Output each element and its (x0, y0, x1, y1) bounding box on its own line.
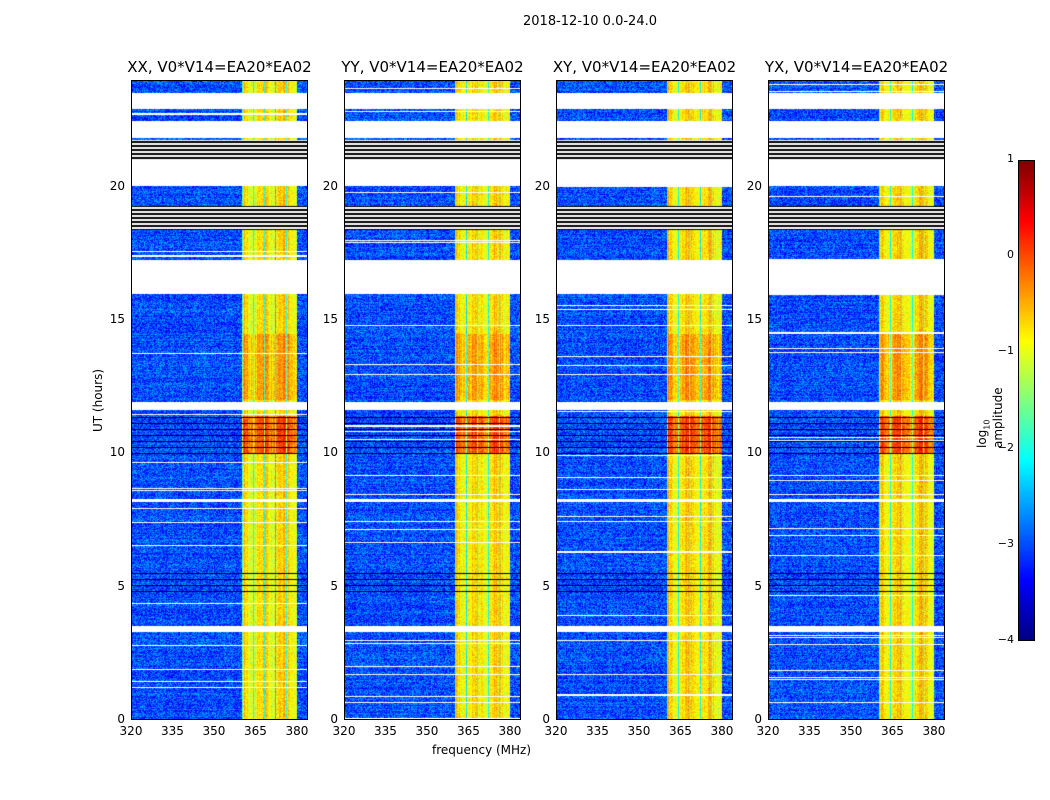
panel-title: XY, V0*V14=EA20*EA02 (552, 58, 737, 76)
y-tick-label: 5 (542, 578, 550, 593)
panel-title: YX, V0*V14=EA20*EA02 (764, 58, 949, 76)
x-tick-label: 365 (244, 724, 267, 738)
y-tick-label: 20 (322, 178, 338, 193)
colorbar-tick-label: −4 (997, 633, 1014, 646)
y-tick-label: 20 (746, 178, 762, 193)
x-tick-label: 335 (374, 724, 397, 738)
y-tick-label: 15 (322, 312, 338, 326)
x-tick-label: 380 (710, 724, 734, 738)
x-axis-label: frequency (MHz) (432, 743, 532, 757)
x-tick-label: 320 (756, 724, 780, 738)
colorbar-tick-label: 1 (1007, 152, 1014, 165)
spectrogram-image (345, 81, 520, 719)
y-tick-label: 10 (322, 445, 338, 460)
x-tick-label: 350 (202, 724, 226, 738)
y-tick-label: 5 (754, 578, 762, 593)
y-tick-label: 15 (534, 312, 550, 326)
x-tick-label: 350 (839, 724, 863, 738)
spectrogram-panel-0 (131, 80, 308, 720)
colorbar (1018, 160, 1035, 641)
x-tick-label: 335 (161, 724, 184, 738)
x-tick-label: 320 (544, 724, 568, 738)
y-tick-label: 5 (117, 578, 125, 593)
y-tick-label: 5 (330, 578, 338, 593)
x-tick-label: 365 (669, 724, 692, 738)
y-tick-label: 20 (109, 178, 125, 193)
x-tick-label: 320 (332, 724, 356, 738)
spectrogram-image (557, 81, 732, 719)
y-tick-label: 10 (746, 445, 762, 460)
x-tick-label: 335 (798, 724, 821, 738)
x-tick-label: 350 (627, 724, 651, 738)
panel-title: XX, V0*V14=EA20*EA02 (127, 58, 312, 76)
colorbar-label: log10 amplitude (975, 387, 1006, 448)
colorbar-tick-label: −1 (997, 344, 1014, 358)
y-tick-label: 0 (542, 712, 550, 726)
spectrogram-panel-2 (556, 80, 733, 720)
colorbar-tick-label: 0 (1007, 248, 1014, 262)
y-tick-label: 10 (109, 445, 125, 460)
y-axis-label: UT (hours) (91, 368, 105, 432)
spectrogram-panel-1 (344, 80, 521, 720)
spectrogram-image (769, 81, 944, 719)
colorbar-tick-label: −3 (997, 536, 1014, 550)
colorbar-tick-label: −2 (997, 440, 1014, 454)
x-tick-label: 365 (457, 724, 480, 738)
y-tick-label: 0 (330, 712, 338, 726)
spectrogram-panel-3 (768, 80, 945, 720)
y-tick-label: 15 (746, 312, 762, 326)
figure-title: 2018-12-10 0.0-24.0 (523, 14, 657, 29)
x-tick-label: 320 (119, 724, 143, 738)
y-tick-label: 15 (109, 312, 125, 326)
x-tick-label: 380 (285, 724, 309, 738)
x-tick-label: 380 (498, 724, 522, 738)
spectrogram-image (132, 81, 307, 719)
x-tick-label: 380 (922, 724, 946, 738)
y-tick-label: 20 (534, 178, 550, 193)
x-tick-label: 350 (415, 724, 439, 738)
y-tick-label: 0 (754, 712, 762, 726)
y-tick-label: 0 (117, 712, 125, 726)
x-tick-label: 335 (586, 724, 609, 738)
y-tick-label: 10 (534, 445, 550, 460)
x-tick-label: 365 (881, 724, 904, 738)
panel-title: YY, V0*V14=EA20*EA02 (341, 58, 524, 76)
